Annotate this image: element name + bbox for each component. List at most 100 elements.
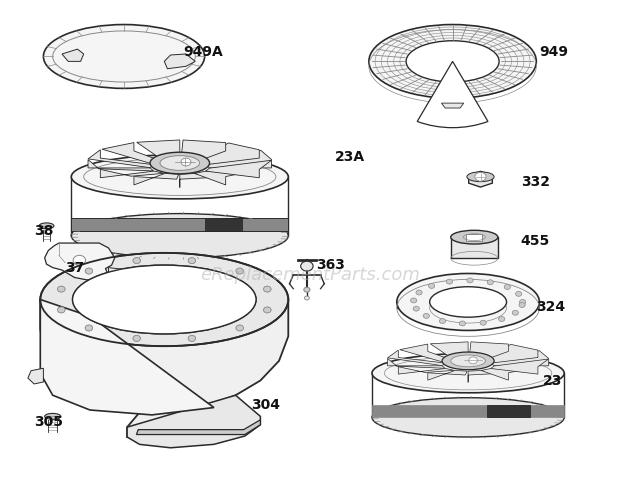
Polygon shape bbox=[487, 405, 530, 417]
Circle shape bbox=[512, 310, 518, 315]
Polygon shape bbox=[112, 287, 195, 308]
Ellipse shape bbox=[451, 230, 498, 244]
Polygon shape bbox=[468, 371, 506, 382]
Polygon shape bbox=[441, 103, 464, 108]
Polygon shape bbox=[136, 420, 260, 435]
Ellipse shape bbox=[40, 253, 288, 346]
Circle shape bbox=[264, 307, 271, 313]
Ellipse shape bbox=[372, 354, 564, 393]
Circle shape bbox=[58, 286, 65, 292]
Circle shape bbox=[85, 325, 92, 331]
Ellipse shape bbox=[43, 25, 205, 88]
Text: 949A: 949A bbox=[183, 45, 223, 58]
Wedge shape bbox=[417, 61, 488, 128]
Polygon shape bbox=[180, 173, 223, 188]
Polygon shape bbox=[206, 150, 272, 168]
Circle shape bbox=[416, 290, 422, 295]
Circle shape bbox=[58, 286, 65, 292]
Circle shape bbox=[133, 258, 140, 264]
Circle shape bbox=[58, 307, 65, 313]
Circle shape bbox=[188, 335, 196, 341]
Polygon shape bbox=[62, 49, 84, 61]
Circle shape bbox=[133, 258, 140, 264]
Polygon shape bbox=[388, 350, 446, 366]
Circle shape bbox=[519, 302, 525, 307]
Ellipse shape bbox=[39, 223, 54, 229]
Text: 304: 304 bbox=[251, 398, 280, 412]
Polygon shape bbox=[469, 171, 492, 187]
Polygon shape bbox=[491, 351, 549, 366]
Text: 23A: 23A bbox=[335, 150, 365, 164]
Polygon shape bbox=[45, 243, 115, 280]
Polygon shape bbox=[102, 142, 165, 164]
Polygon shape bbox=[205, 218, 242, 231]
Circle shape bbox=[236, 268, 244, 274]
Polygon shape bbox=[481, 367, 536, 380]
Ellipse shape bbox=[430, 287, 507, 317]
Text: 38: 38 bbox=[34, 224, 53, 238]
Circle shape bbox=[520, 300, 526, 304]
Polygon shape bbox=[88, 150, 154, 168]
Polygon shape bbox=[372, 405, 564, 417]
Circle shape bbox=[423, 313, 430, 318]
Ellipse shape bbox=[45, 413, 61, 419]
Circle shape bbox=[459, 321, 466, 326]
Circle shape bbox=[304, 296, 309, 300]
Circle shape bbox=[504, 284, 510, 289]
Text: 305: 305 bbox=[34, 415, 63, 429]
Circle shape bbox=[73, 255, 86, 265]
Polygon shape bbox=[40, 300, 288, 439]
Ellipse shape bbox=[71, 214, 288, 258]
Text: 332: 332 bbox=[521, 175, 550, 189]
Circle shape bbox=[133, 335, 140, 341]
Circle shape bbox=[236, 268, 244, 274]
Ellipse shape bbox=[150, 152, 210, 174]
Polygon shape bbox=[206, 160, 272, 178]
Circle shape bbox=[446, 279, 453, 284]
Text: 324: 324 bbox=[536, 300, 565, 314]
Ellipse shape bbox=[160, 156, 200, 170]
Ellipse shape bbox=[467, 172, 494, 182]
Text: 455: 455 bbox=[521, 234, 550, 247]
Ellipse shape bbox=[71, 155, 288, 199]
Circle shape bbox=[188, 258, 196, 264]
Circle shape bbox=[487, 280, 494, 285]
Ellipse shape bbox=[372, 398, 564, 437]
Circle shape bbox=[85, 268, 92, 274]
Ellipse shape bbox=[397, 273, 539, 330]
Polygon shape bbox=[133, 291, 180, 305]
Text: 949: 949 bbox=[539, 45, 569, 58]
Text: 37: 37 bbox=[65, 261, 84, 274]
Polygon shape bbox=[466, 234, 482, 241]
Circle shape bbox=[236, 325, 244, 331]
Polygon shape bbox=[430, 342, 468, 361]
Ellipse shape bbox=[73, 265, 256, 334]
Polygon shape bbox=[490, 359, 549, 374]
Polygon shape bbox=[451, 237, 498, 258]
Circle shape bbox=[410, 298, 417, 303]
Polygon shape bbox=[195, 143, 259, 165]
Text: 23: 23 bbox=[542, 374, 562, 387]
Polygon shape bbox=[28, 368, 43, 384]
Ellipse shape bbox=[442, 352, 494, 370]
Polygon shape bbox=[181, 140, 226, 163]
Circle shape bbox=[181, 158, 191, 166]
Circle shape bbox=[516, 292, 522, 297]
Polygon shape bbox=[100, 169, 164, 178]
Polygon shape bbox=[40, 300, 214, 415]
Circle shape bbox=[440, 319, 446, 324]
Circle shape bbox=[188, 258, 196, 264]
Circle shape bbox=[264, 286, 271, 292]
Circle shape bbox=[475, 172, 486, 181]
Circle shape bbox=[467, 278, 473, 283]
Circle shape bbox=[133, 335, 140, 341]
Circle shape bbox=[264, 307, 271, 313]
Circle shape bbox=[480, 320, 486, 325]
Polygon shape bbox=[195, 170, 258, 185]
Polygon shape bbox=[127, 395, 260, 448]
Circle shape bbox=[58, 307, 65, 313]
Polygon shape bbox=[388, 358, 445, 368]
Polygon shape bbox=[71, 218, 288, 231]
Circle shape bbox=[469, 357, 477, 364]
Polygon shape bbox=[134, 173, 179, 185]
